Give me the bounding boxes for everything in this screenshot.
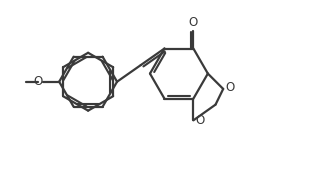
Text: O: O <box>189 16 198 29</box>
Text: O: O <box>33 75 43 88</box>
Text: O: O <box>195 114 204 127</box>
Text: O: O <box>225 81 234 94</box>
